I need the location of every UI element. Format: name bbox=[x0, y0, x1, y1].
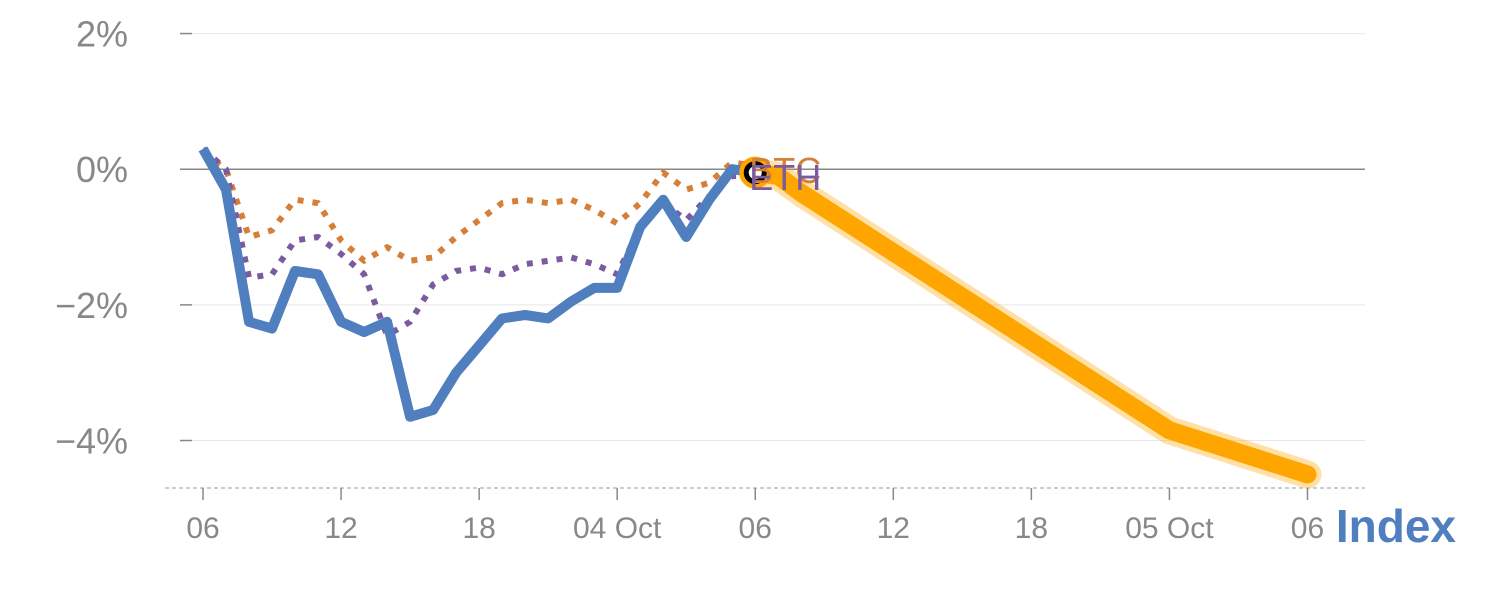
grid-layer: 2% 0% −2% −4% 06 12 18 04 Oct 06 12 18 05 Oct 06 bbox=[55, 14, 1365, 545]
y-tick-label: 0% bbox=[76, 149, 128, 190]
current-point-core bbox=[743, 161, 767, 185]
y-tick-label: 2% bbox=[76, 14, 128, 55]
x-tick-label: 06 bbox=[739, 512, 772, 545]
y-tick-label: −4% bbox=[55, 421, 128, 462]
legend-index: Index bbox=[1336, 500, 1457, 552]
marker-layer bbox=[739, 156, 772, 189]
series-label-btc: BTC bbox=[749, 150, 821, 191]
x-tick-label: 06 bbox=[1291, 512, 1324, 545]
index-line bbox=[198, 146, 756, 422]
x-tick-label: 06 bbox=[186, 512, 219, 545]
x-tick-label: 05 Oct bbox=[1125, 512, 1214, 545]
x-tick-label: 12 bbox=[877, 512, 910, 545]
y-tick-label: −2% bbox=[55, 285, 128, 326]
x-tick-label: 12 bbox=[324, 512, 357, 545]
x-tick-label: 04 Oct bbox=[573, 512, 662, 545]
series-label-eth: ETH bbox=[749, 157, 821, 198]
x-tick-label: 18 bbox=[462, 512, 495, 545]
highlight-line bbox=[746, 163, 1317, 484]
x-tick-label: 18 bbox=[1015, 512, 1048, 545]
